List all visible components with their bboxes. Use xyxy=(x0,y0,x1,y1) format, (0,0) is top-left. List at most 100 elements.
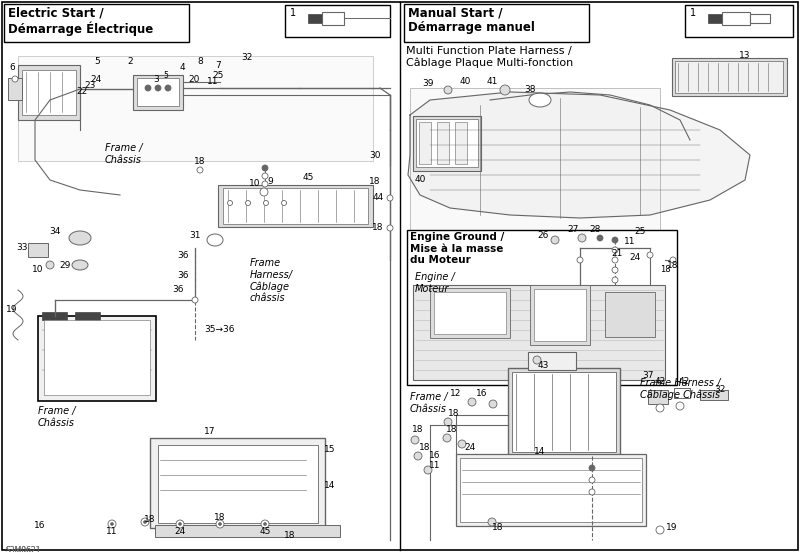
Text: Frame Harness /
Câblage Châssis: Frame Harness / Câblage Châssis xyxy=(640,378,720,400)
Bar xyxy=(404,4,589,42)
Text: 24: 24 xyxy=(464,443,476,453)
Bar xyxy=(413,285,665,380)
Ellipse shape xyxy=(263,523,266,526)
Text: 30: 30 xyxy=(370,151,381,160)
Text: 18: 18 xyxy=(419,443,430,453)
Bar xyxy=(750,14,770,23)
Ellipse shape xyxy=(612,257,618,263)
Text: 20: 20 xyxy=(188,75,200,83)
Text: 11: 11 xyxy=(624,237,636,247)
Text: 16: 16 xyxy=(430,450,441,459)
Text: 18: 18 xyxy=(446,426,458,434)
Bar xyxy=(137,78,179,106)
Ellipse shape xyxy=(589,477,595,483)
Text: 43: 43 xyxy=(538,360,549,369)
Bar xyxy=(42,312,67,320)
Bar xyxy=(150,438,325,528)
Bar xyxy=(722,12,750,25)
Ellipse shape xyxy=(656,526,664,534)
Text: 34: 34 xyxy=(50,227,61,236)
Ellipse shape xyxy=(260,188,268,196)
Bar xyxy=(322,12,344,25)
Text: Frame /
Châssis: Frame / Châssis xyxy=(105,143,142,164)
Text: 18: 18 xyxy=(448,410,460,418)
Text: 31: 31 xyxy=(190,231,201,240)
Text: 42: 42 xyxy=(678,378,690,386)
Bar xyxy=(508,368,620,456)
Text: 15: 15 xyxy=(324,445,336,454)
Ellipse shape xyxy=(414,452,422,460)
Bar xyxy=(158,445,318,523)
Text: 12: 12 xyxy=(450,389,462,397)
Bar xyxy=(648,390,668,404)
Ellipse shape xyxy=(176,520,184,528)
Bar xyxy=(8,78,22,100)
Text: 4: 4 xyxy=(179,63,185,72)
Bar xyxy=(455,122,467,164)
Ellipse shape xyxy=(647,252,653,258)
Ellipse shape xyxy=(500,85,510,95)
Text: 22: 22 xyxy=(76,88,88,97)
Text: Electric Start /
Démarrage Électrique: Electric Start / Démarrage Électrique xyxy=(8,6,154,36)
Ellipse shape xyxy=(589,489,595,495)
Ellipse shape xyxy=(155,85,161,91)
Bar xyxy=(410,88,660,233)
Text: S3M0621: S3M0621 xyxy=(6,546,42,552)
Bar xyxy=(155,525,340,537)
Ellipse shape xyxy=(108,520,116,528)
Bar xyxy=(18,56,373,161)
Text: 5: 5 xyxy=(94,57,100,66)
Ellipse shape xyxy=(216,520,224,528)
Text: 5: 5 xyxy=(163,71,169,79)
Text: 25: 25 xyxy=(212,71,224,79)
Text: 33: 33 xyxy=(16,243,28,252)
Text: 25: 25 xyxy=(634,227,646,236)
Text: 45: 45 xyxy=(259,528,270,537)
Bar xyxy=(223,188,368,224)
Ellipse shape xyxy=(577,257,583,263)
Text: 19: 19 xyxy=(666,523,678,533)
Text: 42: 42 xyxy=(654,378,666,386)
Text: 39: 39 xyxy=(422,79,434,88)
Text: 14: 14 xyxy=(534,448,546,457)
Bar xyxy=(674,388,690,398)
Ellipse shape xyxy=(411,436,419,444)
Text: 10: 10 xyxy=(32,266,44,274)
Text: 36: 36 xyxy=(172,285,184,295)
Bar xyxy=(456,454,646,526)
Ellipse shape xyxy=(489,400,497,408)
Ellipse shape xyxy=(141,518,149,526)
Text: 37: 37 xyxy=(642,371,654,380)
Text: 13: 13 xyxy=(739,50,750,60)
Bar xyxy=(44,320,150,395)
Bar xyxy=(675,61,783,93)
Ellipse shape xyxy=(262,165,268,171)
Bar xyxy=(708,14,722,23)
Bar xyxy=(605,292,655,337)
Ellipse shape xyxy=(612,277,618,283)
Ellipse shape xyxy=(676,402,684,410)
Ellipse shape xyxy=(387,225,393,231)
Text: 23: 23 xyxy=(84,82,96,91)
Text: 17: 17 xyxy=(204,427,216,437)
Bar xyxy=(308,14,322,23)
Ellipse shape xyxy=(444,418,452,426)
Ellipse shape xyxy=(178,523,182,526)
Bar xyxy=(530,285,590,345)
Ellipse shape xyxy=(656,404,664,412)
Text: 26: 26 xyxy=(538,231,549,240)
Text: 36: 36 xyxy=(178,251,189,259)
Bar xyxy=(434,292,506,334)
Ellipse shape xyxy=(218,523,222,526)
Bar xyxy=(512,372,616,452)
Ellipse shape xyxy=(192,297,198,303)
Text: 24: 24 xyxy=(174,528,186,537)
Bar xyxy=(18,65,80,120)
Text: 18: 18 xyxy=(492,523,504,533)
Ellipse shape xyxy=(468,398,476,406)
Text: 18: 18 xyxy=(284,530,296,539)
Ellipse shape xyxy=(197,167,203,173)
Ellipse shape xyxy=(387,195,393,201)
Bar xyxy=(460,458,642,522)
Ellipse shape xyxy=(246,200,250,205)
